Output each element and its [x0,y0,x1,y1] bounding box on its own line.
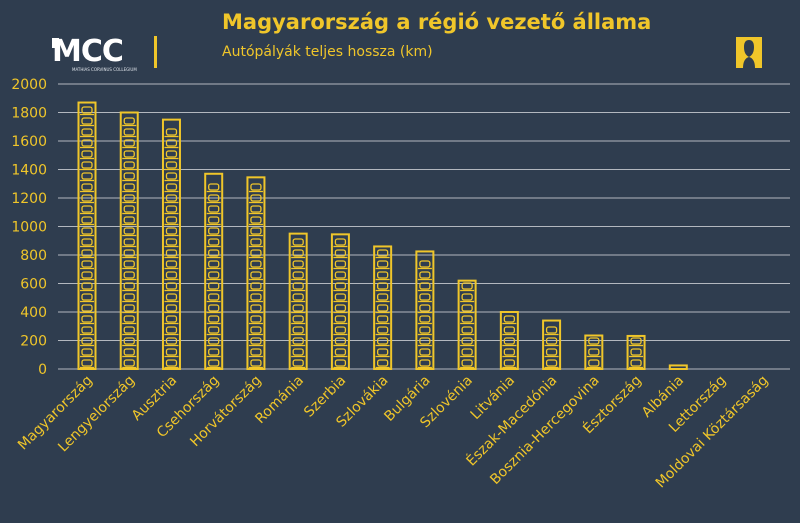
y-tick-label: 1600 [11,134,47,150]
x-tick-label: Magyarország [15,373,96,454]
y-tick-label: 200 [20,334,47,350]
x-tick-label: Lengyelország [55,373,138,456]
bar [161,118,181,370]
bar [246,176,266,370]
bar [584,334,604,371]
y-tick-label: 1800 [11,106,47,122]
bar [330,233,350,370]
y-tick-label: 800 [20,248,47,264]
bar [457,279,477,370]
y-tick-label: 1400 [11,163,47,179]
bar [373,245,393,370]
logo-subtext: MATHIAS CORVINUS COLLEGIUM [72,67,137,72]
bar [288,232,308,370]
bar [415,250,435,370]
bar [77,101,97,371]
logo-text: MCC [52,34,124,69]
y-tick-label: 2000 [11,77,47,93]
bar [542,319,562,370]
bar [626,334,646,371]
person-silhouette-icon [736,37,762,68]
logo-corner-icon [52,38,59,48]
bar [204,172,224,370]
y-tick-label: 400 [20,305,47,321]
y-tick-label: 0 [38,362,47,378]
logo-divider [154,36,157,68]
y-tick-label: 1200 [11,191,47,207]
mcc-logo: MCC MATHIAS CORVINUS COLLEGIUM [52,32,162,72]
chart-subtitle: Autópályák teljes hossza (km) [222,44,433,60]
chart-title: Magyarország a régió vezető állama [222,10,652,34]
y-tick-label: 600 [20,277,47,293]
bar [668,364,688,370]
y-tick-label: 1000 [11,220,47,236]
bar [499,311,519,370]
bar [119,111,139,370]
